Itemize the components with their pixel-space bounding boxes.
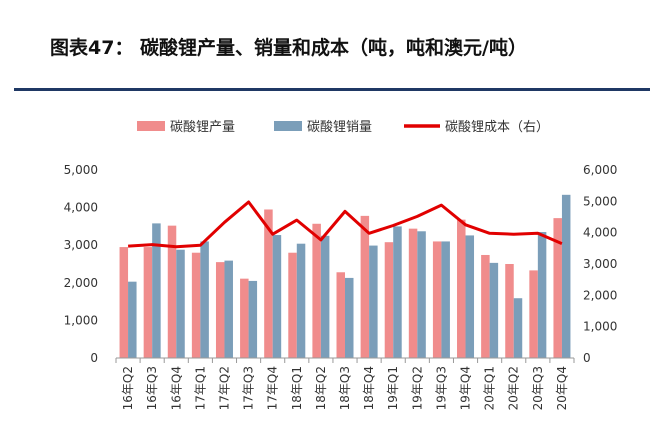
legend-label-production: 碳酸锂产量 xyxy=(170,120,235,135)
x-tick-label: 16年Q2 xyxy=(121,366,135,410)
production-bar xyxy=(457,219,466,358)
sales-bar xyxy=(128,281,137,358)
cost-line-group xyxy=(128,200,563,249)
x-tick-label: 16年Q4 xyxy=(169,366,183,410)
x-tick-label: 19年Q4 xyxy=(459,366,473,410)
x-tick-label: 18年Q2 xyxy=(314,366,328,410)
sales-bar xyxy=(441,241,450,358)
production-bar xyxy=(360,215,370,358)
sales-bar xyxy=(513,298,523,358)
sales-bar xyxy=(465,235,475,358)
x-tick-label: 17年Q4 xyxy=(266,366,280,410)
x-tick-label: 19年Q3 xyxy=(434,366,448,410)
x-tick-label: 19年Q2 xyxy=(410,366,424,410)
left-tick-label: 2,000 xyxy=(64,276,98,290)
sales-bar xyxy=(224,260,233,358)
right-tick-label: 2,000 xyxy=(583,288,617,302)
left-tick-label: 4,000 xyxy=(64,201,98,215)
sales-bar xyxy=(320,235,330,358)
legend-swatch-production xyxy=(137,121,165,131)
production-bar xyxy=(143,247,153,358)
x-tick-label: 18年Q3 xyxy=(338,366,352,410)
production-bar xyxy=(119,247,129,358)
x-tick-label: 17年Q1 xyxy=(193,366,207,410)
right-tick-label: 5,000 xyxy=(583,194,617,208)
sales-bar xyxy=(248,280,258,358)
left-tick-label: 0 xyxy=(90,351,98,365)
right-axis: 0 1,000 2,000 3,000 4,000 5,000 6,000 xyxy=(583,163,617,365)
production-bar xyxy=(167,225,177,358)
x-tick-label: 20年Q2 xyxy=(507,366,521,410)
cost-line xyxy=(128,200,563,249)
title-divider xyxy=(14,88,650,91)
sales-bar xyxy=(489,262,499,358)
right-tick-label: 6,000 xyxy=(583,163,617,177)
production-bar xyxy=(191,252,201,358)
sales-bar xyxy=(272,235,282,358)
sales-bar xyxy=(417,231,426,358)
x-axis-ticks: 16年Q2 16年Q3 16年Q4 17年Q1 17年Q2 17年Q3 17年Q4 18年Q1… xyxy=(115,358,575,410)
production-bar xyxy=(432,241,442,358)
sales-bar xyxy=(561,194,571,358)
x-tick-label: 20年Q4 xyxy=(555,366,569,410)
x-tick-label: 20年Q3 xyxy=(531,366,545,410)
production-bar xyxy=(264,209,273,358)
x-tick-label: 20年Q1 xyxy=(483,366,497,410)
production-bar xyxy=(240,278,249,358)
x-tick-label: 18年Q1 xyxy=(290,366,304,410)
right-tick-label: 4,000 xyxy=(583,226,617,240)
legend: 碳酸锂产量 碳酸锂销量 碳酸锂成本（右） xyxy=(137,120,549,135)
production-bar xyxy=(553,218,562,358)
production-bar xyxy=(529,270,538,358)
sales-bar xyxy=(152,223,161,358)
left-tick-label: 3,000 xyxy=(64,238,98,252)
sales-bar xyxy=(296,243,306,358)
x-tick-label: 18年Q4 xyxy=(362,366,376,410)
left-axis: 0 1,000 2,000 3,000 4,000 5,000 xyxy=(64,163,98,365)
x-tick-label: 16年Q3 xyxy=(145,366,159,410)
legend-swatch-sales xyxy=(274,121,302,131)
right-tick-label: 0 xyxy=(583,351,591,365)
production-bar xyxy=(312,223,321,358)
x-tick-label: 17年Q3 xyxy=(242,366,256,410)
sales-bar xyxy=(200,241,209,358)
sales-bar xyxy=(369,245,378,358)
production-bar xyxy=(408,228,418,358)
figure-title: 图表47： 碳酸锂产量、销量和成本（吨，吨和澳元/吨） xyxy=(50,37,527,59)
production-bar xyxy=(384,242,394,358)
production-bar xyxy=(481,254,490,358)
sales-bar xyxy=(345,277,354,358)
production-bar xyxy=(505,264,514,358)
legend-label-sales: 碳酸锂销量 xyxy=(307,120,372,135)
bars xyxy=(119,194,571,358)
sales-bar xyxy=(537,232,547,358)
legend-label-cost: 碳酸锂成本（右） xyxy=(445,120,549,135)
production-bar xyxy=(215,262,225,358)
x-tick-label: 19年Q1 xyxy=(386,366,400,410)
sales-bar xyxy=(176,249,185,358)
sales-bar xyxy=(393,226,402,358)
left-tick-label: 1,000 xyxy=(64,313,98,327)
right-tick-label: 3,000 xyxy=(583,257,617,271)
production-bar xyxy=(288,252,297,358)
left-tick-label: 5,000 xyxy=(64,163,98,177)
production-bar xyxy=(336,272,345,358)
x-tick-label: 17年Q2 xyxy=(217,366,231,410)
right-tick-label: 1,000 xyxy=(583,320,617,334)
